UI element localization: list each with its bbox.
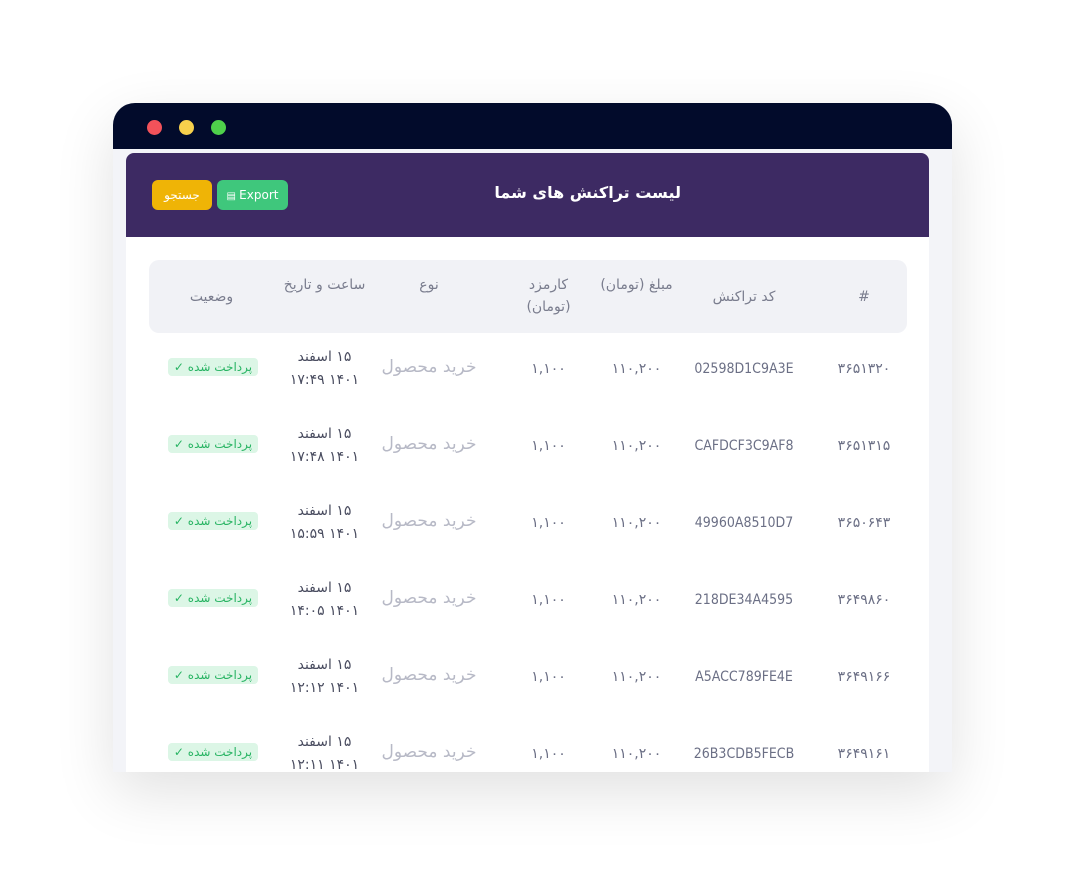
cell-status: پرداخت شده ✓ bbox=[165, 589, 261, 607]
cell-type: خرید محصول bbox=[381, 434, 477, 454]
export-button[interactable]: ▤ Export bbox=[217, 180, 288, 210]
cell-type: خرید محصول bbox=[381, 357, 477, 377]
maximize-dot[interactable] bbox=[211, 120, 226, 135]
table-header: # کد تراکنش مبلغ (تومان) کارمزد (تومان) نوع س… bbox=[149, 260, 907, 333]
cell-code: 218DE34A4595 bbox=[694, 592, 794, 608]
close-dot[interactable] bbox=[147, 120, 162, 135]
cell-status: پرداخت شده ✓ bbox=[165, 666, 261, 684]
status-badge: پرداخت شده ✓ bbox=[167, 358, 259, 376]
column-header: # bbox=[858, 289, 870, 305]
card-header: لیست تراکنش های شما ▤ Export جستجو bbox=[126, 153, 929, 237]
cell-status: پرداخت شده ✓ bbox=[165, 743, 261, 761]
minimize-dot[interactable] bbox=[179, 120, 194, 135]
cell-fee: ۱,۱۰۰ bbox=[531, 669, 566, 685]
cell-code: 49960A8510D7 bbox=[694, 515, 794, 531]
cell-type: خرید محصول bbox=[381, 742, 477, 762]
table-row[interactable]: ۳۶۵۰۶۴۳ 49960A8510D7 ۱۱۰,۲۰۰ ۱,۱۰۰ خرید محصو… bbox=[149, 495, 907, 555]
cell-amount: ۱۱۰,۲۰۰ bbox=[611, 669, 662, 685]
search-button[interactable]: جستجو bbox=[152, 180, 212, 210]
cell-time: ۱۴۰۱ ۱۷:۴۸ bbox=[289, 449, 360, 465]
export-label: Export bbox=[239, 188, 279, 202]
cell-amount: ۱۱۰,۲۰۰ bbox=[611, 361, 662, 377]
cell-amount: ۱۱۰,۲۰۰ bbox=[611, 438, 662, 454]
status-badge: پرداخت شده ✓ bbox=[167, 666, 259, 684]
cell-code: CAFDCF3C9AF8 bbox=[694, 438, 794, 454]
cell-code: 26B3CDB5FECB bbox=[693, 746, 795, 762]
cell-time: ۱۴۰۱ ۱۲:۱۱ bbox=[289, 757, 360, 772]
cell-status: پرداخت شده ✓ bbox=[165, 358, 261, 376]
table-row[interactable]: ۳۶۴۹۱۶۱ 26B3CDB5FECB ۱۱۰,۲۰۰ ۱,۱۰۰ خرید محصو… bbox=[149, 726, 907, 772]
status-text: پرداخت شده bbox=[187, 668, 253, 682]
cell-fee: ۱,۱۰۰ bbox=[531, 515, 566, 531]
table-row[interactable]: ۳۶۴۹۱۶۶ A5ACC789FE4E ۱۱۰,۲۰۰ ۱,۱۰۰ خرید محصو… bbox=[149, 649, 907, 709]
export-icon: ▤ bbox=[226, 191, 240, 202]
cell-amount: ۱۱۰,۲۰۰ bbox=[611, 592, 662, 608]
cell-id: ۳۶۵۱۳۱۵ bbox=[837, 438, 891, 454]
transactions-card: لیست تراکنش های شما ▤ Export جستجو # کد ت… bbox=[126, 153, 929, 772]
check-icon: ✓ bbox=[173, 514, 188, 528]
cell-id: ۳۶۵۱۳۲۰ bbox=[837, 361, 891, 377]
status-badge: پرداخت شده ✓ bbox=[167, 743, 259, 761]
browser-window: لیست تراکنش های شما ▤ Export جستجو # کد ت… bbox=[113, 103, 952, 772]
check-icon: ✓ bbox=[173, 668, 188, 682]
status-badge: پرداخت شده ✓ bbox=[167, 589, 259, 607]
column-header: نوع bbox=[419, 277, 439, 293]
check-icon: ✓ bbox=[173, 745, 188, 759]
column-header: ساعت و تاریخ bbox=[283, 277, 366, 293]
table-row[interactable]: ۳۶۴۹۸۶۰ 218DE34A4595 ۱۱۰,۲۰۰ ۱,۱۰۰ خرید محصو… bbox=[149, 572, 907, 632]
status-text: پرداخت شده bbox=[187, 360, 253, 374]
status-text: پرداخت شده bbox=[187, 591, 253, 605]
status-badge: پرداخت شده ✓ bbox=[167, 512, 259, 530]
column-header: کارمزد (تومان) bbox=[526, 277, 571, 315]
cell-date: ۱۵ اسفند bbox=[297, 426, 352, 442]
cell-fee: ۱,۱۰۰ bbox=[531, 361, 566, 377]
table-row[interactable]: ۳۶۵۱۳۲۰ 02598D1C9A3E ۱۱۰,۲۰۰ ۱,۱۰۰ خرید محصو… bbox=[149, 341, 907, 401]
cell-fee: ۱,۱۰۰ bbox=[531, 438, 566, 454]
table-row[interactable]: ۳۶۵۱۳۱۵ CAFDCF3C9AF8 ۱۱۰,۲۰۰ ۱,۱۰۰ خرید محصو… bbox=[149, 418, 907, 478]
cell-time: ۱۴۰۱ ۱۲:۱۲ bbox=[289, 680, 360, 696]
cell-status: پرداخت شده ✓ bbox=[165, 435, 261, 453]
cell-date: ۱۵ اسفند bbox=[297, 580, 352, 596]
column-header: کد تراکنش bbox=[712, 289, 776, 305]
cell-id: ۳۶۴۹۱۶۶ bbox=[837, 669, 891, 685]
cell-type: خرید محصول bbox=[381, 588, 477, 608]
check-icon: ✓ bbox=[173, 437, 188, 451]
cell-id: ۳۶۴۹۱۶۱ bbox=[837, 746, 891, 762]
cell-amount: ۱۱۰,۲۰۰ bbox=[611, 515, 662, 531]
cell-code: 02598D1C9A3E bbox=[694, 361, 794, 377]
card-title: لیست تراکنش های شما bbox=[494, 183, 681, 202]
cell-id: ۳۶۴۹۸۶۰ bbox=[837, 592, 891, 608]
cell-date: ۱۵ اسفند bbox=[297, 349, 352, 365]
column-header: وضعیت bbox=[189, 289, 234, 305]
cell-date: ۱۵ اسفند bbox=[297, 503, 352, 519]
cell-fee: ۱,۱۰۰ bbox=[531, 746, 566, 762]
cell-fee: ۱,۱۰۰ bbox=[531, 592, 566, 608]
status-text: پرداخت شده bbox=[187, 437, 253, 451]
column-header: مبلغ (تومان) bbox=[600, 277, 673, 293]
cell-status: پرداخت شده ✓ bbox=[165, 512, 261, 530]
cell-amount: ۱۱۰,۲۰۰ bbox=[611, 746, 662, 762]
cell-code: A5ACC789FE4E bbox=[695, 669, 793, 685]
cell-type: خرید محصول bbox=[381, 511, 477, 531]
check-icon: ✓ bbox=[173, 360, 188, 374]
cell-time: ۱۴۰۱ ۱۷:۴۹ bbox=[289, 372, 360, 388]
cell-id: ۳۶۵۰۶۴۳ bbox=[837, 515, 891, 531]
status-badge: پرداخت شده ✓ bbox=[167, 435, 259, 453]
status-text: پرداخت شده bbox=[187, 514, 253, 528]
cell-date: ۱۵ اسفند bbox=[297, 734, 352, 750]
cell-time: ۱۴۰۱ ۱۴:۰۵ bbox=[289, 603, 360, 619]
cell-date: ۱۵ اسفند bbox=[297, 657, 352, 673]
cell-time: ۱۴۰۱ ۱۵:۵۹ bbox=[289, 526, 360, 542]
window-bar bbox=[113, 103, 952, 149]
status-text: پرداخت شده bbox=[187, 745, 253, 759]
cell-type: خرید محصول bbox=[381, 665, 477, 685]
check-icon: ✓ bbox=[173, 591, 188, 605]
